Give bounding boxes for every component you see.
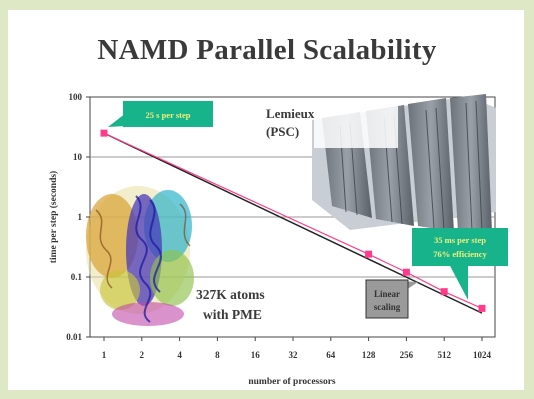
y-tick-label: 0.01 bbox=[66, 332, 82, 342]
supercomputer-image bbox=[312, 94, 496, 232]
x-tick-label: 32 bbox=[289, 350, 299, 360]
y-tick-label: 100 bbox=[69, 92, 83, 102]
callout-parallel: 35 ms per step 76% efficiency bbox=[412, 228, 508, 300]
callout-parallel-line2: 76% efficiency bbox=[433, 249, 487, 259]
data-point bbox=[402, 268, 410, 276]
callout-parallel-line1: 35 ms per step bbox=[434, 235, 486, 245]
linear-label-line2: scaling bbox=[374, 302, 401, 312]
linear-scaling-line bbox=[103, 132, 483, 314]
chart-title: NAMD Parallel Scalability bbox=[97, 34, 437, 66]
machine-site-label: (PSC) bbox=[266, 124, 299, 139]
x-tick-label: 64 bbox=[326, 350, 336, 360]
callout-box bbox=[412, 228, 508, 266]
x-tick-label: 1 bbox=[102, 350, 107, 360]
machine-name-label: Lemieux bbox=[266, 106, 315, 121]
data-point bbox=[478, 304, 486, 312]
linear-box bbox=[365, 279, 409, 319]
callout-pointer bbox=[448, 262, 468, 300]
x-tick-label: 4 bbox=[177, 350, 182, 360]
x-tick-label: 1024 bbox=[473, 350, 492, 360]
x-tick-label: 128 bbox=[362, 350, 376, 360]
y-axis-label: time per step (seconds) bbox=[48, 171, 59, 263]
system-size-label: 327K atoms bbox=[196, 287, 265, 302]
system-method-label: with PME bbox=[203, 307, 262, 322]
data-point bbox=[100, 129, 108, 137]
series-layer bbox=[100, 129, 486, 314]
data-point bbox=[365, 250, 373, 258]
y-tick-label: 10 bbox=[73, 152, 83, 162]
data-point bbox=[440, 288, 448, 296]
callout-single-text: 25 s per step bbox=[146, 110, 191, 120]
y-tick-label: 0.1 bbox=[71, 272, 83, 282]
x-tick-label: 256 bbox=[400, 350, 414, 360]
linear-label-line1: Linear bbox=[374, 289, 400, 299]
x-tick-label: 512 bbox=[437, 350, 451, 360]
protein-structure-image bbox=[86, 186, 194, 326]
callout-box bbox=[123, 101, 213, 127]
x-tick-label: 2 bbox=[140, 350, 145, 360]
x-tick-label: 8 bbox=[215, 350, 220, 360]
x-axis-label: number of processors bbox=[248, 377, 336, 387]
y-tick-label: 1 bbox=[78, 212, 83, 222]
x-tick-label: 16 bbox=[251, 350, 261, 360]
callout-single-processor: 25 s per step bbox=[108, 101, 213, 127]
callout-pointer bbox=[108, 113, 126, 127]
ticks-layer: 1 2 4 8 16 32 64 128 256 512 1024 100 10 1 0.1 0.01 bbox=[66, 92, 491, 360]
linear-scaling-box: Linear scaling bbox=[365, 279, 418, 319]
